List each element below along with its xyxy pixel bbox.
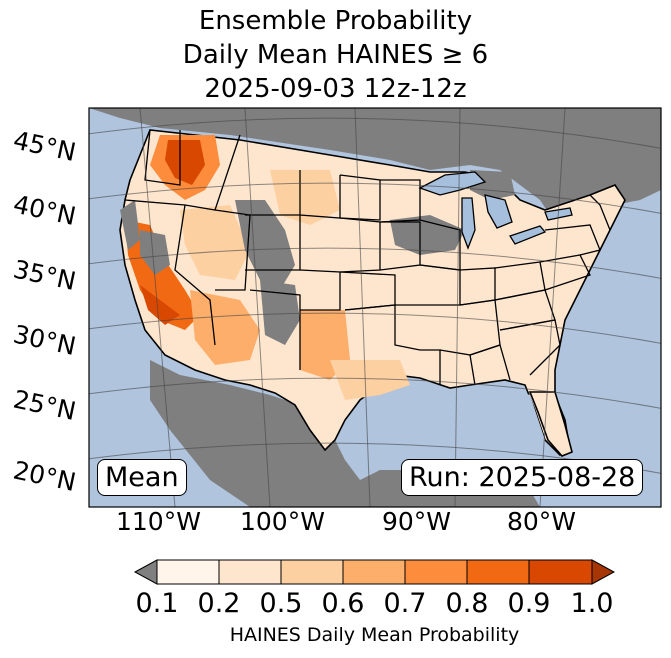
gray-patch-colorado xyxy=(260,280,300,345)
prob-patch-southwest xyxy=(190,290,260,365)
colorbar-tick-1: 0.2 xyxy=(197,588,241,619)
title-line-3: 2025-09-03 12z-12z xyxy=(204,74,467,104)
lon-label-90: 90°W xyxy=(382,507,451,536)
colorbar-bin-4 xyxy=(342,559,406,585)
prob-patch-california-core xyxy=(140,285,180,325)
prob-patch-great-basin xyxy=(180,205,250,280)
graticule xyxy=(89,108,661,507)
mean-label: Mean xyxy=(97,459,187,496)
colorbar-tick-7: 1.0 xyxy=(570,588,614,619)
lake-huron xyxy=(484,194,513,229)
colorbar-tick-2: 0.5 xyxy=(259,588,303,619)
colorbar-bin-5 xyxy=(404,559,468,585)
colorbar xyxy=(133,559,616,585)
colorbar-tick-4: 0.7 xyxy=(383,588,427,619)
lat-label-35: 35°N xyxy=(11,255,79,296)
colorbar-tick-5: 0.8 xyxy=(445,588,489,619)
lon-label-110: 110°W xyxy=(116,507,201,536)
prob-patch-northwest-core xyxy=(165,140,205,185)
colorbar-over-arrow xyxy=(591,559,616,585)
colorbar-title: HAINES Daily Mean Probability xyxy=(229,624,520,646)
colorbar-bin-7 xyxy=(528,559,593,585)
run-label: Run: 2025-08-28 xyxy=(401,459,644,496)
lat-label-30: 30°N xyxy=(11,320,79,361)
title-line-1: Ensemble Probability xyxy=(198,6,473,36)
lon-labels: 110°W 100°W 90°W 80°W xyxy=(116,507,576,536)
colorbar-tick-0: 0.1 xyxy=(135,588,179,619)
colorbar-bin-6 xyxy=(466,559,530,585)
colorbar-bin-3 xyxy=(280,559,344,585)
lat-label-40: 40°N xyxy=(11,190,79,231)
gray-patch-pacific xyxy=(120,200,140,250)
lake-michigan xyxy=(461,197,476,250)
colorbar-bin-1 xyxy=(156,559,220,585)
colorbar-tick-6: 0.9 xyxy=(507,588,551,619)
colorbar-under-arrow xyxy=(133,559,158,585)
lake-superior xyxy=(418,171,487,196)
florida xyxy=(528,391,573,457)
lake-erie xyxy=(509,225,547,245)
lat-label-45: 45°N xyxy=(11,126,79,167)
lon-label-80: 80°W xyxy=(507,507,576,536)
state-borders xyxy=(124,129,611,386)
mexico-land xyxy=(150,360,540,507)
lon-label-100: 100°W xyxy=(240,507,325,536)
canada-land xyxy=(89,108,661,230)
prob-patch-texas xyxy=(330,360,410,400)
lat-labels: 45°N 40°N 35°N 30°N 25°N 20°N xyxy=(11,126,79,497)
title-line-2: Daily Mean HAINES ≥ 6 xyxy=(182,40,489,70)
map-frame xyxy=(88,107,662,508)
gray-patch-west xyxy=(140,230,170,275)
gulf xyxy=(360,382,545,480)
lat-label-25: 25°N xyxy=(11,385,79,426)
colorbar-tick-3: 0.6 xyxy=(321,588,365,619)
gray-patch-great-lakes xyxy=(390,215,465,255)
colorbar-bin-2 xyxy=(218,559,282,585)
lat-label-20: 20°N xyxy=(11,456,79,497)
